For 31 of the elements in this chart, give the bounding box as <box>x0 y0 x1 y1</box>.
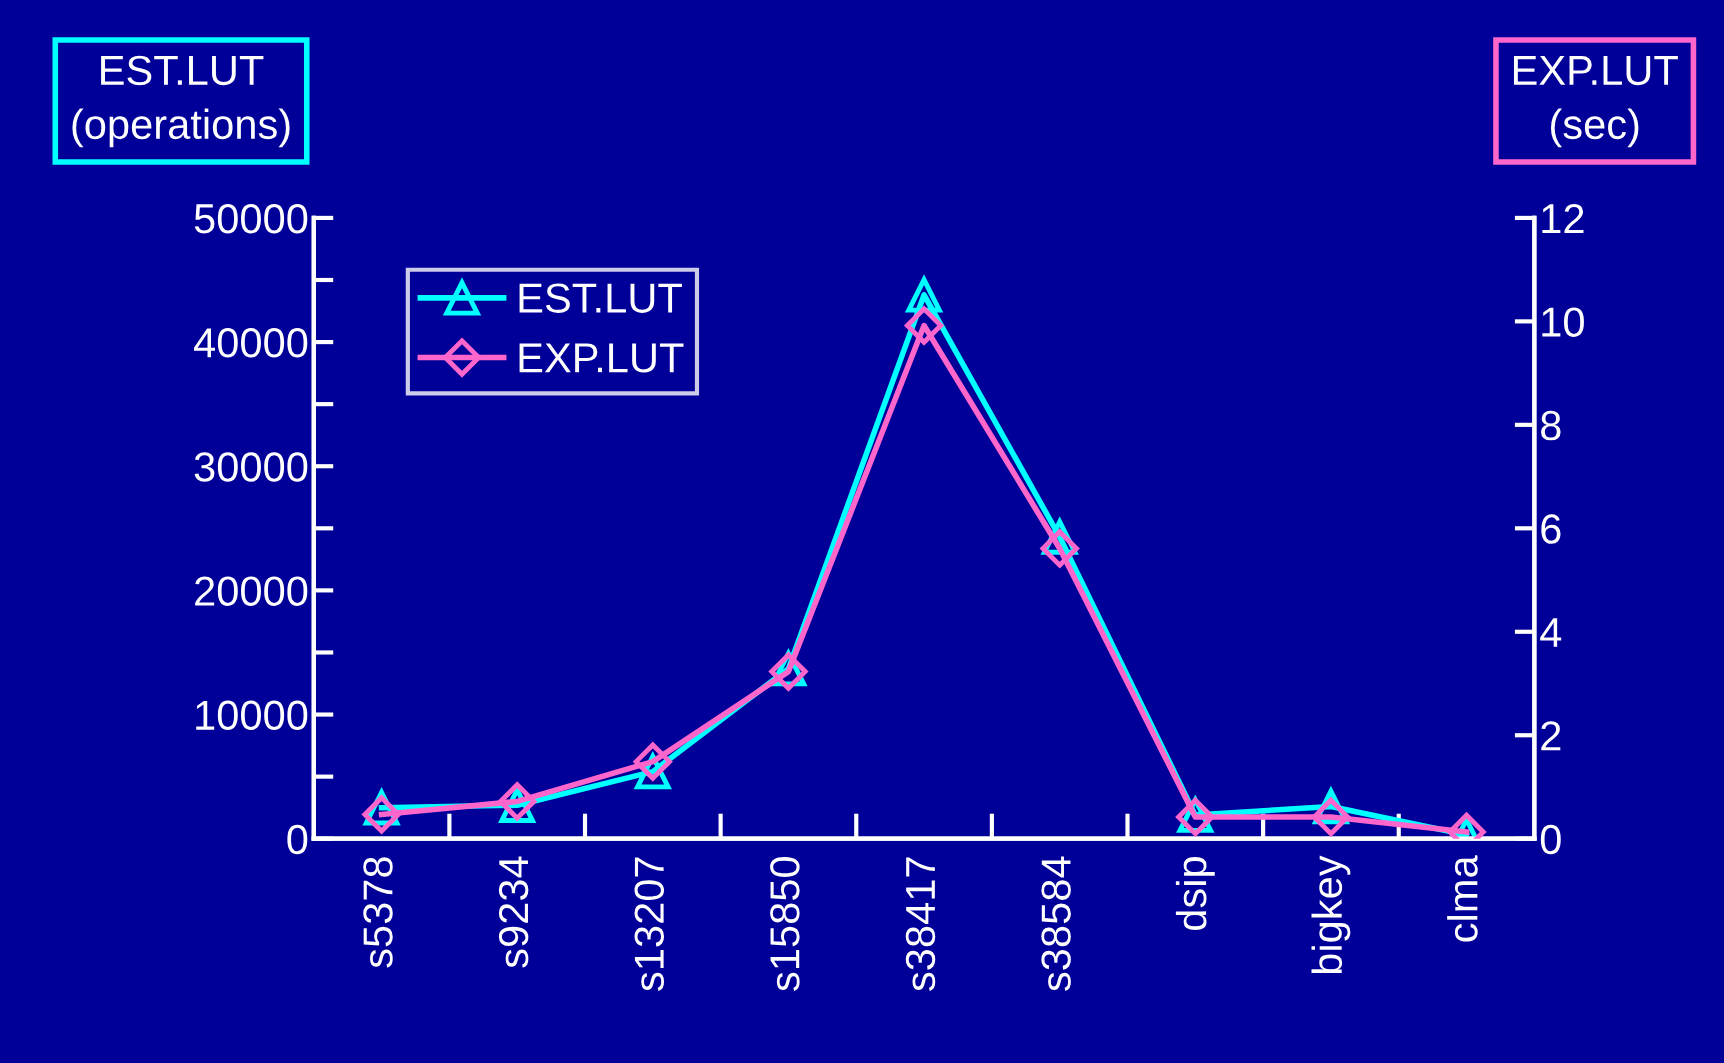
y2-tick-label: 2 <box>1541 721 1561 751</box>
y2-tick-label: 10 <box>1542 307 1584 337</box>
point <box>1040 529 1079 568</box>
point <box>904 306 944 345</box>
y2-tick-label: 4 <box>1540 618 1562 647</box>
y2-tick-label: 0 <box>1540 824 1561 855</box>
y-tick-label: 10000 <box>196 700 308 731</box>
y-tick-label: 50000 <box>194 203 308 234</box>
x-tick-label: s15850 <box>770 856 800 991</box>
y-tick-label: 40000 <box>194 328 308 358</box>
point <box>1311 797 1351 837</box>
y2-tick-label: 8 <box>1541 410 1561 441</box>
x-tick-label: s38584 <box>1041 856 1071 991</box>
y-tick-label: 30000 <box>194 452 308 482</box>
x-tick-label: s13207 <box>634 857 665 991</box>
x-tick-label: s9234 <box>498 856 529 968</box>
y-tick-label: 0 <box>287 824 308 855</box>
x-tick-label: s38417 <box>905 857 936 991</box>
y2-tick-label: 6 <box>1541 514 1561 544</box>
legend-label: EXP.LUT <box>519 343 684 373</box>
x-tick-label: clma <box>1447 855 1478 942</box>
x-tick-label: dsip <box>1175 857 1215 931</box>
y-tick-label: 20000 <box>195 576 308 606</box>
y2-axis-title: EXP.LUT (sec) <box>1513 56 1678 148</box>
x-tick-label: bigkey <box>1311 855 1351 974</box>
point <box>362 795 401 834</box>
point <box>633 742 672 781</box>
legend-label: EST.LUT <box>519 283 682 313</box>
x-tick-label: s5378 <box>363 857 393 968</box>
y-axis-title: EST.LUT (operations) <box>72 55 290 148</box>
y2-tick-label: 12 <box>1542 203 1584 234</box>
